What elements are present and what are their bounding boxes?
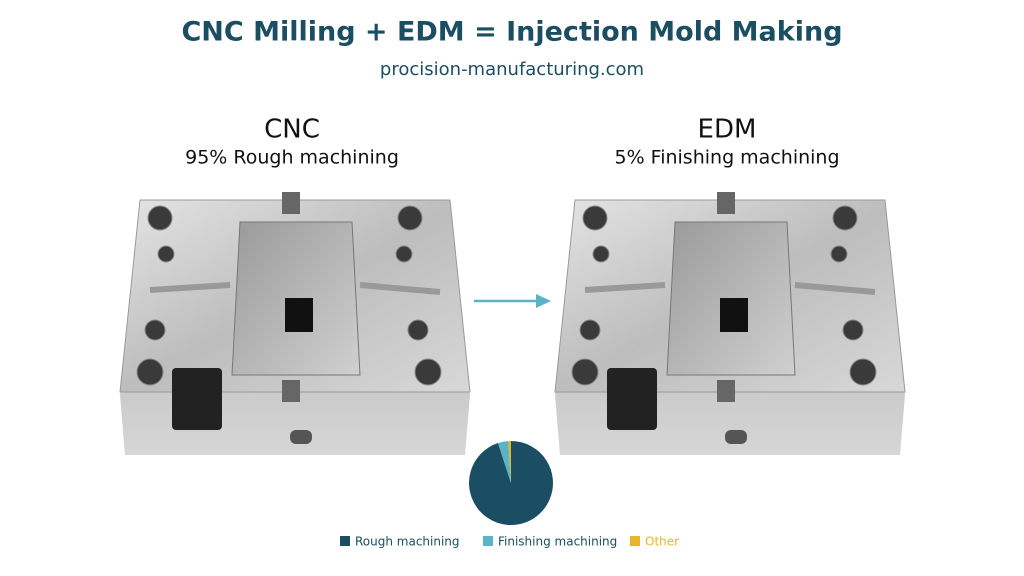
panel-title: EDM (698, 115, 757, 145)
mold-insert (607, 368, 657, 430)
mold-hole (830, 245, 848, 263)
mold-cavity (720, 298, 748, 332)
mold-hole (144, 319, 166, 341)
pie-slice (469, 441, 554, 525)
legend-swatch (340, 536, 350, 546)
mold-hole (571, 358, 599, 386)
mold-hole (832, 205, 858, 231)
arrow (474, 294, 551, 308)
panel-subtitle: 5% Finishing machining (614, 147, 839, 169)
mold-notch (290, 430, 312, 444)
mold-hole (157, 245, 175, 263)
mold-cavity (285, 298, 313, 332)
mold-hole (414, 358, 442, 386)
legend-label: Other (645, 535, 679, 549)
pie-slice (508, 441, 511, 483)
mold-hole (395, 245, 413, 263)
panel-title: CNC (264, 115, 320, 145)
pie-slice (498, 441, 511, 483)
mold-insert (172, 368, 222, 430)
legend-label: Rough machining (355, 535, 460, 549)
mold-images (119, 192, 906, 455)
mold-hole (136, 358, 164, 386)
mold-channel (584, 282, 876, 295)
mold-hole (849, 358, 877, 386)
mold-hole (147, 205, 173, 231)
mold-clip (717, 380, 735, 402)
legend-label: Finishing machining (498, 535, 617, 549)
mold-channel (149, 282, 441, 295)
legend-swatch (630, 536, 640, 546)
panel-subtitle: 95% Rough machining (185, 147, 399, 169)
mold-hole (579, 319, 601, 341)
mold-hole (397, 205, 423, 231)
legend: Rough machining Finishing machining Other (340, 535, 679, 549)
mold-clip (282, 380, 300, 402)
pie-chart (469, 441, 554, 525)
legend-swatch (483, 536, 493, 546)
subtitle: procision-manufacturing.com (380, 59, 644, 80)
title: CNC Milling + EDM = Injection Mold Makin… (181, 17, 842, 48)
mold-hole (582, 205, 608, 231)
mold-hole (407, 319, 429, 341)
mold-notch (725, 430, 747, 444)
mold-hole (842, 319, 864, 341)
mold-hole (592, 245, 610, 263)
mold (554, 192, 906, 455)
mold (119, 192, 471, 455)
mold-clip (282, 192, 300, 214)
mold-clip (717, 192, 735, 214)
